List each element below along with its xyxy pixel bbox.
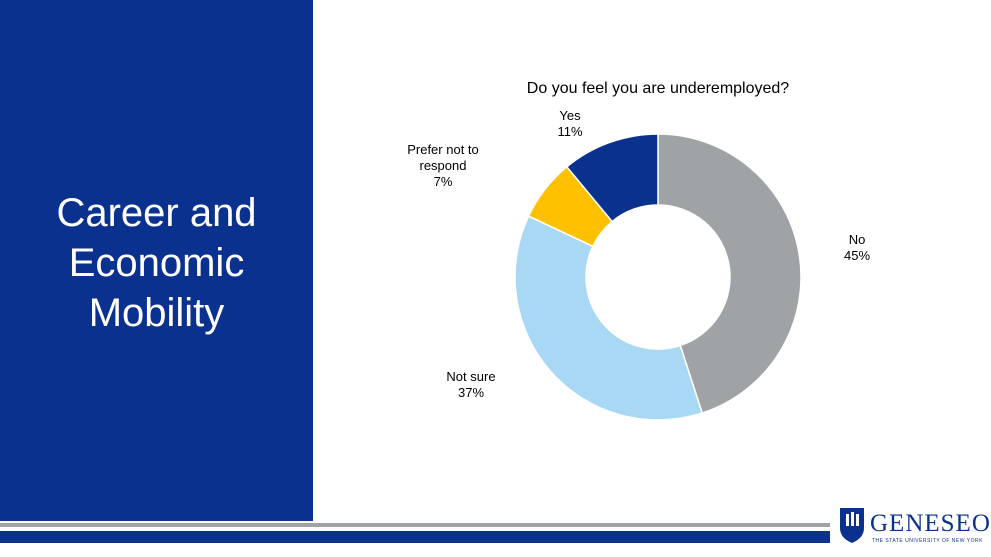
slice-label: Not sure 37% bbox=[421, 369, 521, 401]
category: Yes bbox=[559, 108, 581, 123]
logo-name: GENESEO bbox=[870, 510, 991, 537]
rule-blue bbox=[0, 531, 830, 543]
value-label: 7% bbox=[433, 174, 453, 189]
slice-label: No 45% bbox=[807, 232, 907, 264]
donut-slice bbox=[565, 133, 659, 223]
slice-label: Yes 11% bbox=[520, 108, 620, 140]
rule-gray bbox=[0, 523, 830, 527]
donut-slice bbox=[514, 215, 704, 421]
category: No bbox=[848, 232, 866, 247]
value-label: 11% bbox=[557, 124, 583, 139]
value-label: 37% bbox=[457, 385, 485, 400]
category: Prefer not to respond bbox=[407, 142, 479, 173]
logo-tagline: THE STATE UNIVERSITY OF NEW YORK bbox=[872, 538, 983, 544]
chart-title: Do you feel you are underemployed? bbox=[526, 80, 790, 97]
logo-shield bbox=[840, 508, 864, 543]
donut-slice bbox=[657, 133, 802, 414]
category: Not sure bbox=[446, 369, 496, 384]
slide-title: Career and Economic Mobility bbox=[56, 191, 257, 335]
side-panel bbox=[0, 0, 313, 521]
slice-label: Prefer not to respond 7% bbox=[403, 142, 483, 190]
value-label: 45% bbox=[843, 248, 871, 263]
